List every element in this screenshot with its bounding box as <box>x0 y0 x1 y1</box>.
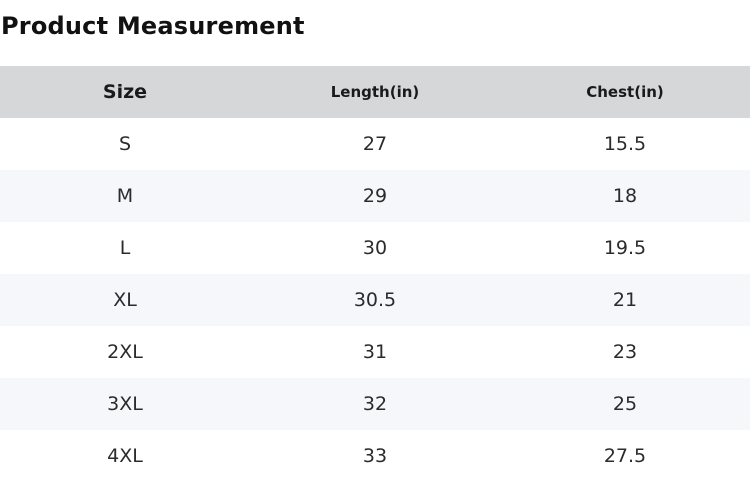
chest-cell: 18 <box>612 185 638 207</box>
size-cell: M <box>116 185 134 207</box>
chest-cell: 25 <box>612 393 638 415</box>
length-cell: 30 <box>362 237 388 259</box>
chest-cell: 21 <box>612 289 638 311</box>
size-cell: S <box>118 133 132 155</box>
size-cell: XL <box>113 289 137 311</box>
size-cell: L <box>119 237 131 259</box>
length-cell: 29 <box>362 185 388 207</box>
table-row: L 30 19.5 <box>0 222 750 274</box>
chest-cell: 15.5 <box>603 133 647 155</box>
chest-cell: 27.5 <box>603 445 647 467</box>
column-header-length: Length(in) <box>330 83 420 101</box>
header-row: Size Length(in) Chest(in) <box>0 66 750 118</box>
table-row: 4XL 33 27.5 <box>0 430 750 482</box>
table-body: S 27 15.5 M 29 18 L 30 19.5 XL 30.5 21 2… <box>0 118 750 482</box>
size-cell: 4XL <box>107 445 143 467</box>
column-header-size: Size <box>102 81 148 103</box>
size-cell: 2XL <box>107 341 143 363</box>
table-row: S 27 15.5 <box>0 118 750 170</box>
page-title: Product Measurement <box>1 12 305 40</box>
measurement-table: Size Length(in) Chest(in) S 27 15.5 M 29… <box>0 66 750 482</box>
length-cell: 27 <box>362 133 388 155</box>
length-cell: 33 <box>362 445 388 467</box>
chest-cell: 23 <box>612 341 638 363</box>
column-header-chest: Chest(in) <box>586 83 664 101</box>
table-header: Size Length(in) Chest(in) <box>0 66 750 118</box>
size-cell: 3XL <box>107 393 143 415</box>
chest-cell: 19.5 <box>603 237 647 259</box>
table-row: 2XL 31 23 <box>0 326 750 378</box>
table-row: M 29 18 <box>0 170 750 222</box>
length-cell: 30.5 <box>353 289 397 311</box>
table-row: 3XL 32 25 <box>0 378 750 430</box>
length-cell: 31 <box>362 341 388 363</box>
table-row: XL 30.5 21 <box>0 274 750 326</box>
length-cell: 32 <box>362 393 388 415</box>
